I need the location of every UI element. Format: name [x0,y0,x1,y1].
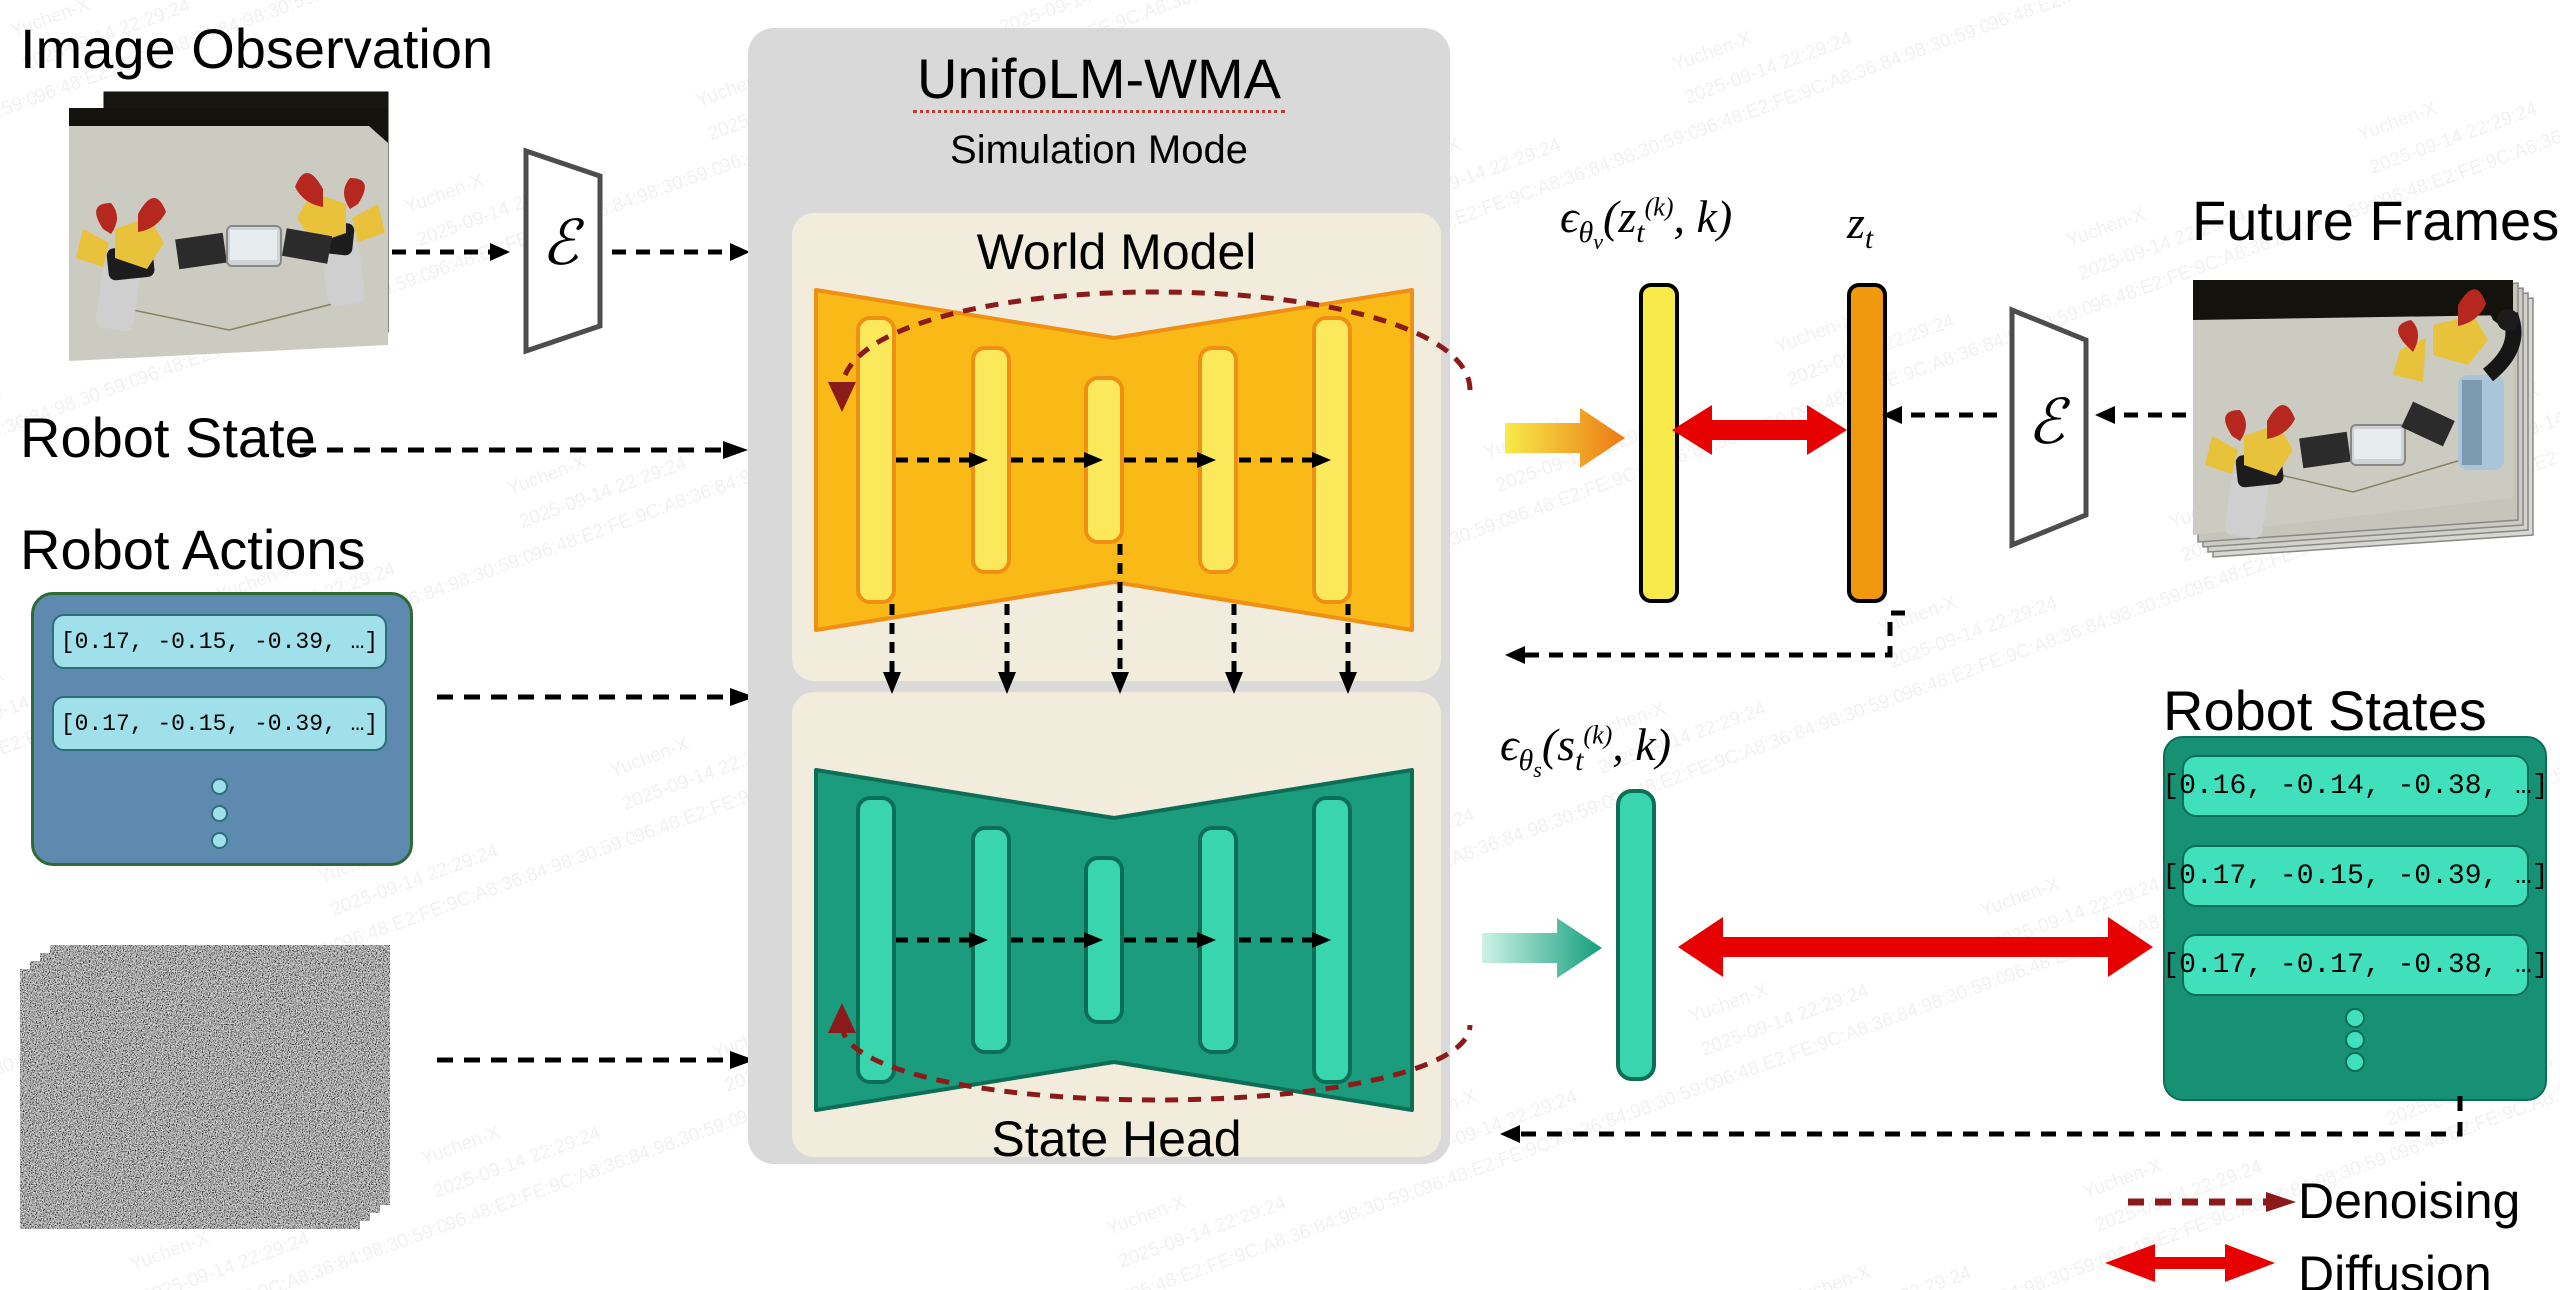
svg-text:ℰ: ℰ [541,210,584,278]
svg-text:ℰ: ℰ [2027,389,2070,457]
